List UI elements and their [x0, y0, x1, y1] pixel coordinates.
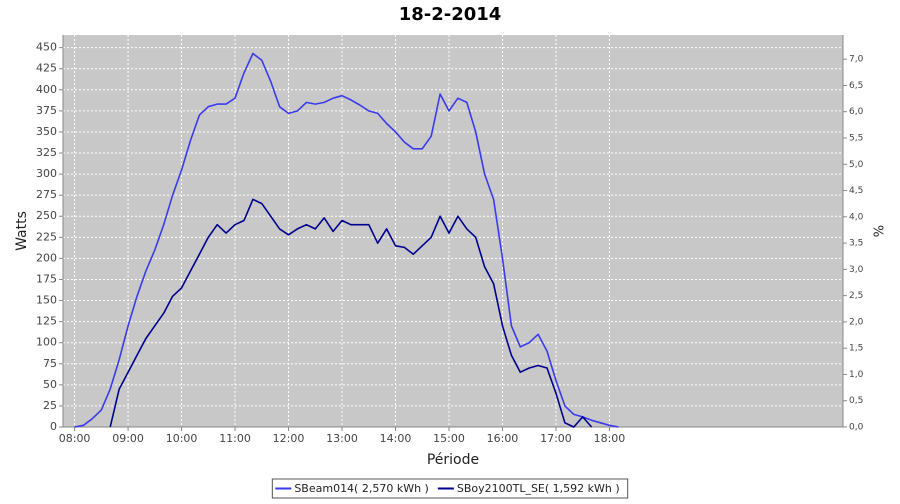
y2-tick-label: 0,5 — [849, 396, 863, 406]
plot-area — [63, 35, 843, 427]
y-tick-label: 25 — [43, 399, 57, 412]
x-axis-label: Période — [427, 452, 479, 468]
x-tick-label: 16:00 — [487, 432, 519, 445]
y-tick-label: 450 — [36, 41, 57, 54]
x-tick-label: 18:00 — [594, 432, 626, 445]
y-tick-label: 50 — [43, 378, 57, 391]
y2-tick-label: 6,5 — [849, 81, 863, 91]
y-tick-label: 425 — [36, 62, 57, 75]
y-tick-label: 150 — [36, 294, 57, 307]
series-line — [74, 52, 619, 428]
y-tick-label: 0 — [50, 420, 57, 433]
y-tick-label: 200 — [36, 251, 57, 264]
y-tick-label: 300 — [36, 167, 57, 180]
y-tick-label: 75 — [43, 357, 57, 370]
y2-tick-label: 4,5 — [849, 186, 863, 196]
y-tick-label: 225 — [36, 230, 57, 243]
chart-title: 18-2-2014 — [399, 4, 502, 25]
x-tick-label: 12:00 — [273, 432, 305, 445]
x-tick-label: 14:00 — [380, 432, 412, 445]
legend-label: SBeam014( 2,570 kWh ) — [294, 482, 429, 495]
y2-tick-label: 3,0 — [849, 265, 864, 275]
y2-tick-label: 5,5 — [849, 133, 863, 143]
x-tick-label: 13:00 — [326, 432, 358, 445]
x-tick-label: 08:00 — [59, 432, 91, 445]
y2-axis-label: % — [873, 225, 888, 237]
y2-tick-label: 6,0 — [849, 107, 864, 117]
x-tick-label: 09:00 — [112, 432, 144, 445]
y2-tick-label: 3,5 — [849, 239, 863, 249]
y2-tick-label: 2,0 — [849, 317, 864, 327]
x-tick-label: 15:00 — [433, 432, 465, 445]
y2-tick-label: 4,0 — [849, 212, 864, 222]
y2-tick-label: 1,5 — [849, 344, 863, 354]
y-tick-label: 125 — [36, 315, 57, 328]
x-tick-label: 10:00 — [166, 432, 198, 445]
series-line — [109, 198, 593, 428]
y-tick-label: 175 — [36, 272, 57, 285]
y2-tick-label: 5,0 — [849, 160, 864, 170]
y-axis-label: Watts — [14, 211, 30, 251]
y-tick-label: 275 — [36, 188, 57, 201]
y2-tick-label: 1,0 — [849, 370, 864, 380]
y-tick-label: 400 — [36, 83, 57, 96]
x-tick-label: 17:00 — [540, 432, 572, 445]
y-tick-label: 325 — [36, 146, 57, 159]
y2-tick-label: 7,0 — [849, 55, 864, 65]
y2-tick-label: 2,5 — [849, 291, 863, 301]
y2-tick-label: 0,0 — [849, 423, 864, 433]
y-tick-label: 350 — [36, 125, 57, 138]
x-tick-label: 11:00 — [219, 432, 251, 445]
y-tick-label: 375 — [36, 104, 57, 117]
y-tick-label: 100 — [36, 336, 57, 349]
legend-label: SBoy2100TL_SE( 1,592 kWh ) — [457, 482, 620, 495]
y-tick-label: 250 — [36, 209, 57, 222]
